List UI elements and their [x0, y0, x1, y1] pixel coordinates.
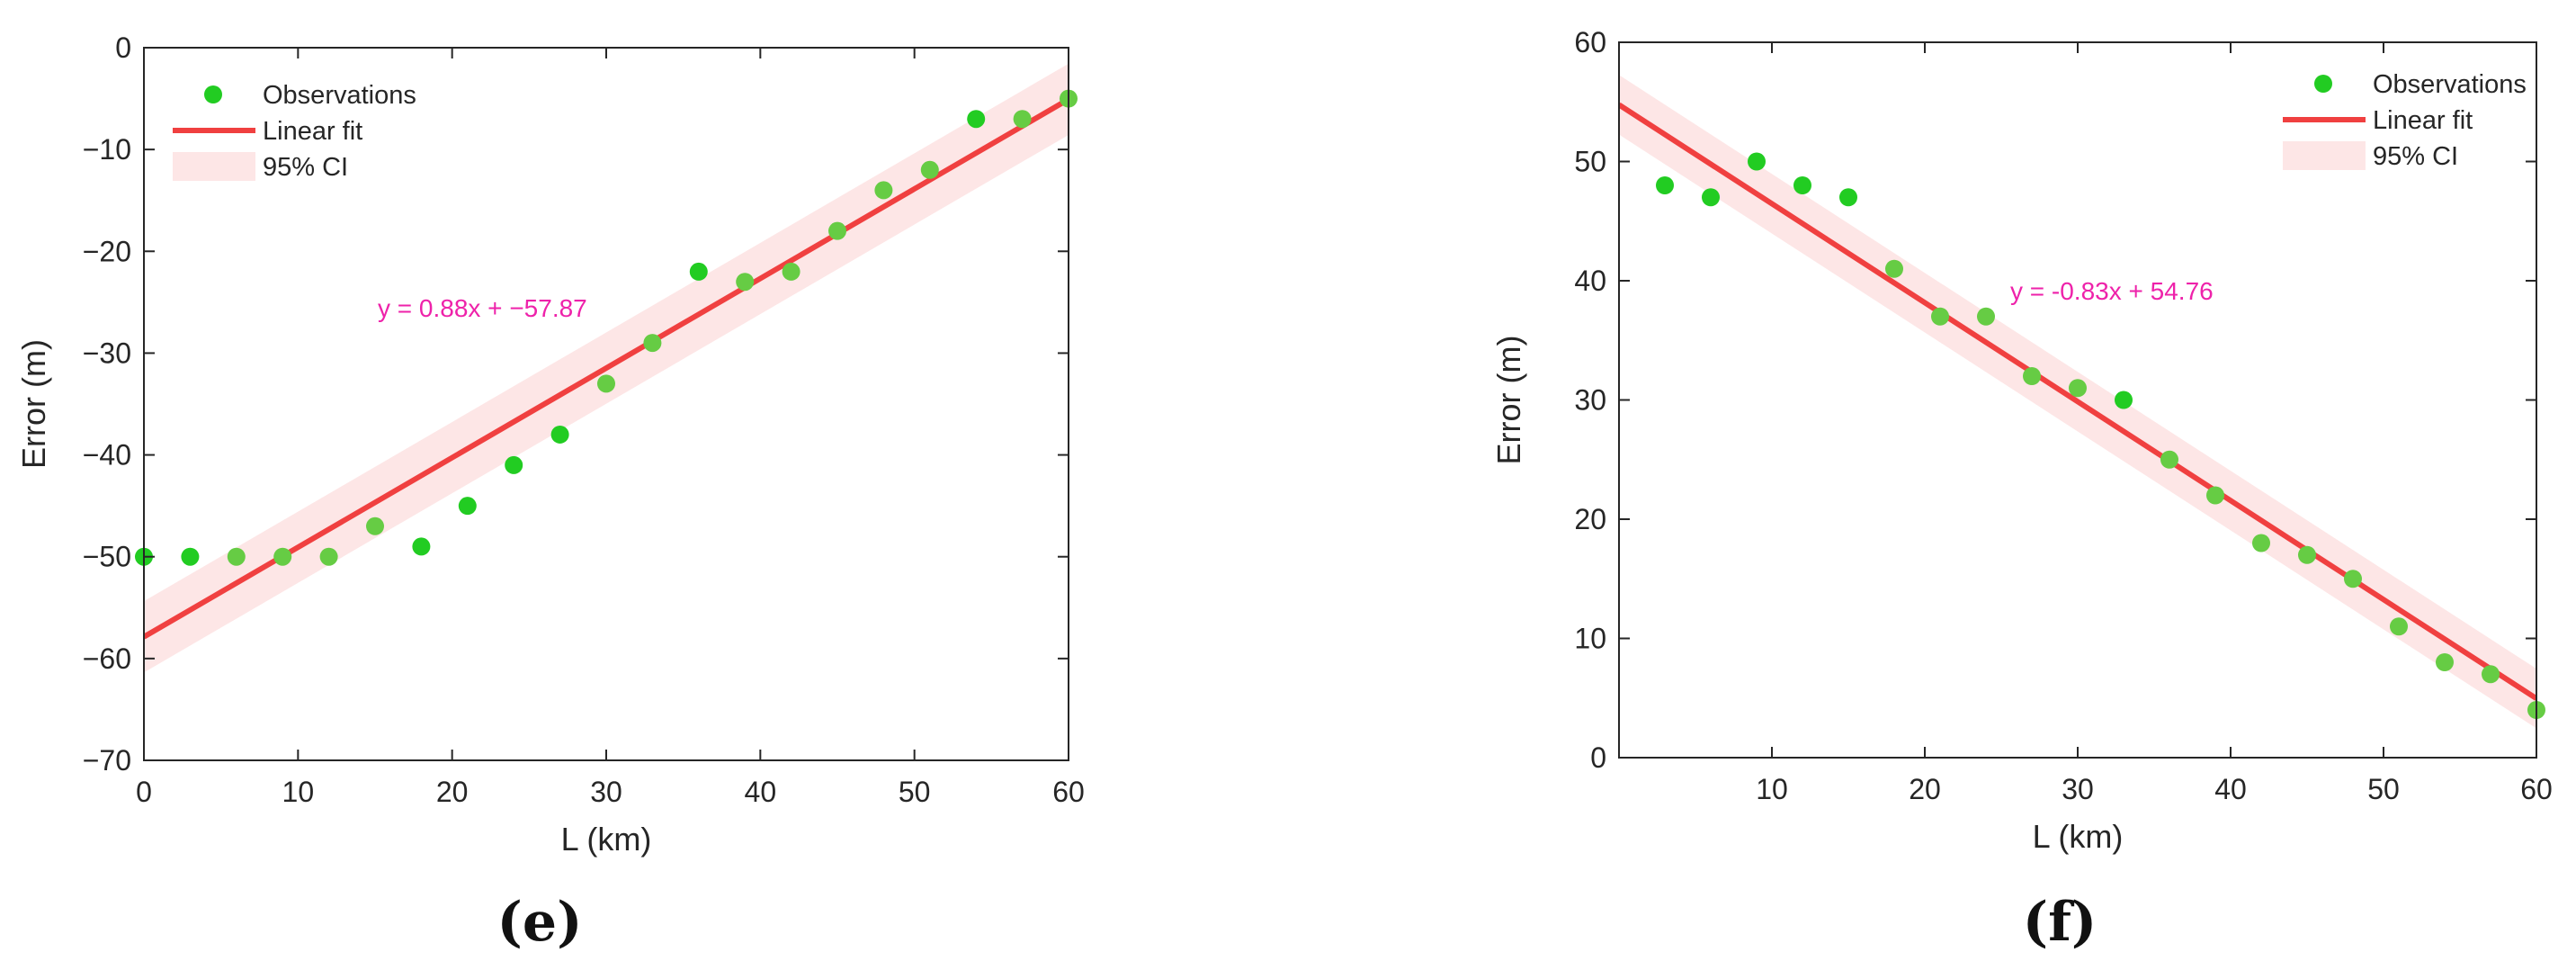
x-tick-label: 10 — [282, 776, 315, 808]
data-point — [689, 262, 708, 281]
data-point — [1839, 188, 1857, 207]
legend-label-fit: Linear fit — [263, 117, 362, 146]
y-tick-label: −60 — [83, 642, 131, 675]
data-point — [412, 537, 431, 556]
x-tick-label: 40 — [745, 776, 777, 808]
data-point — [2206, 486, 2224, 505]
fit-equation: y = -0.83x + 54.76 — [2010, 277, 2214, 305]
legend-label-fit: Linear fit — [2373, 106, 2473, 135]
data-point — [366, 516, 384, 535]
y-tick-label: −10 — [83, 133, 131, 166]
data-point — [227, 547, 246, 566]
legend-marker-observations — [2314, 75, 2332, 93]
y-tick-label: 20 — [1574, 503, 1606, 535]
x-tick-label: 60 — [1052, 776, 1085, 808]
panel-label: (f) — [2023, 891, 2097, 954]
data-point — [1885, 259, 1903, 278]
data-point — [2115, 391, 2133, 409]
data-point — [597, 374, 615, 393]
data-point — [2298, 545, 2316, 564]
data-point — [736, 273, 755, 292]
data-point — [181, 547, 200, 566]
y-axis-label: Error (m) — [15, 339, 52, 469]
legend: Observations Linear fit 95% CI — [2283, 70, 2527, 171]
x-tick-label: 50 — [899, 776, 931, 808]
legend-marker-observations — [204, 85, 222, 103]
data-point — [1977, 307, 1995, 326]
y-tick-label: 40 — [1574, 265, 1606, 297]
legend-marker-ci — [2283, 141, 2366, 170]
y-tick-label: 60 — [1574, 26, 1606, 58]
data-point — [1748, 152, 1766, 171]
data-point — [1013, 110, 1032, 129]
data-point — [643, 334, 662, 353]
data-point — [874, 181, 893, 200]
x-tick-label: 40 — [2214, 773, 2247, 805]
y-tick-label: −20 — [83, 235, 131, 267]
data-point — [920, 160, 939, 179]
fit-line — [1619, 102, 2536, 701]
x-axis-label: L (km) — [561, 821, 652, 858]
y-tick-label: 10 — [1574, 623, 1606, 655]
y-tick-label: −40 — [83, 439, 131, 472]
legend-label-ci: 95% CI — [263, 153, 348, 182]
legend-label-ci: 95% CI — [2373, 142, 2458, 171]
data-point — [273, 547, 292, 566]
x-tick-label: 0 — [136, 776, 152, 808]
y-axis-label: Error (m) — [1490, 336, 1527, 465]
data-point — [2252, 534, 2270, 552]
fit-equation: y = 0.88x + −57.87 — [378, 294, 587, 322]
chart-panel-f: 10 20 30 40 50 60 0 10 20 30 40 50 60 L (km) Error (m)… — [1490, 26, 2553, 954]
x-tick-label: 20 — [1909, 773, 1941, 805]
y-tick-label: −50 — [83, 541, 131, 573]
data-point — [967, 110, 986, 129]
legend-marker-ci — [173, 152, 255, 181]
data-point — [2390, 617, 2408, 636]
panel-label: (e) — [497, 891, 583, 954]
y-tick-label: 50 — [1574, 146, 1606, 178]
data-point — [1656, 176, 1674, 194]
legend: Observations Linear fit 95% CI — [173, 81, 416, 182]
x-tick-label: 30 — [2062, 773, 2094, 805]
y-tick-label: 0 — [115, 31, 131, 64]
y-tick-label: −30 — [83, 337, 131, 369]
data-point — [2160, 450, 2178, 469]
data-point — [2482, 665, 2500, 684]
data-point — [1793, 176, 1811, 194]
legend-label-observations: Observations — [2373, 70, 2527, 99]
y-tick-label: 30 — [1574, 384, 1606, 417]
x-tick-label: 10 — [1756, 773, 1788, 805]
x-tick-label: 20 — [436, 776, 469, 808]
chart-panel-e: 0 10 20 30 40 50 60 0 −10 −20 −30 −40 −50 −60 −70 L (km… — [15, 31, 1085, 954]
data-point — [319, 547, 338, 566]
x-axis-label: L (km) — [2033, 818, 2124, 855]
x-tick-label: 50 — [2367, 773, 2400, 805]
data-point — [1931, 307, 1949, 326]
data-point — [458, 497, 477, 516]
y-tick-label: −70 — [83, 744, 131, 777]
legend-label-observations: Observations — [263, 81, 416, 110]
fit-line — [144, 96, 1069, 640]
y-tick-label: 0 — [1590, 741, 1606, 774]
data-point — [2023, 367, 2041, 385]
data-point — [828, 221, 846, 240]
data-point — [1702, 188, 1720, 207]
data-point — [782, 262, 801, 281]
data-point — [2436, 653, 2454, 671]
plot-area — [1619, 75, 2536, 729]
x-tick-label: 60 — [2520, 773, 2553, 805]
data-point — [550, 425, 569, 444]
data-point — [505, 455, 523, 474]
x-tick-label: 30 — [590, 776, 622, 808]
data-point — [2069, 379, 2087, 398]
data-point — [2344, 570, 2362, 588]
